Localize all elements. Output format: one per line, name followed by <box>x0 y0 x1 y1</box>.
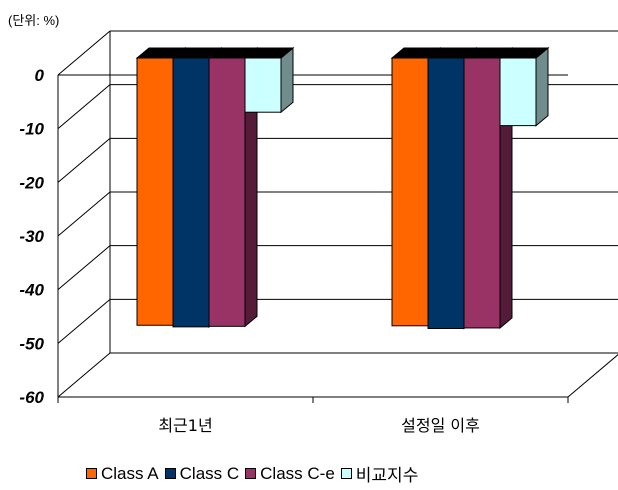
gridline-side <box>57 84 111 130</box>
y-tick-label: -40 <box>19 281 44 300</box>
legend-swatch <box>340 468 352 479</box>
bar <box>136 57 174 326</box>
bar-side <box>535 46 549 127</box>
bar-side <box>280 46 294 114</box>
unit-label: (단위: %) <box>8 13 60 28</box>
x-tick-label: 설정일 이후 <box>401 416 480 435</box>
legend-label: 비교지수 <box>355 466 419 485</box>
bar <box>427 57 465 329</box>
gridline-side <box>57 137 111 183</box>
legend-label: Class C-e <box>260 463 335 483</box>
gridline-side <box>57 30 111 76</box>
legend-label: Class A <box>101 463 159 483</box>
legend-item: 비교지수 <box>340 461 419 486</box>
legend-label: Class C <box>179 463 240 483</box>
gridline-side <box>57 298 111 344</box>
y-tick-label: -30 <box>19 227 44 246</box>
legend-swatch <box>86 468 97 479</box>
y-tick-label: 0 <box>35 66 45 85</box>
bar <box>172 57 210 328</box>
y-tick-label: -10 <box>19 120 44 139</box>
y-tick-label: -50 <box>19 334 44 353</box>
legend: Class A Class C Class C-e 비교지수 <box>86 461 424 486</box>
legend-swatch <box>164 468 176 479</box>
bar <box>499 57 537 127</box>
y-tick-label: -60 <box>19 388 44 407</box>
legend-swatch <box>245 468 257 479</box>
y-tick-label: -20 <box>19 173 44 192</box>
floor-edge <box>567 354 618 398</box>
bar <box>244 57 282 113</box>
gridline-side <box>57 352 111 398</box>
legend-item: Class C-e <box>245 464 335 484</box>
bar <box>391 57 429 327</box>
legend-item: Class C <box>164 463 240 484</box>
bar <box>208 57 246 327</box>
bar <box>463 57 501 329</box>
gridline-side <box>57 191 111 237</box>
legend-item: Class A <box>86 464 159 484</box>
x-tick-label: 최근1년 <box>158 416 212 435</box>
gridline-side <box>57 245 111 291</box>
